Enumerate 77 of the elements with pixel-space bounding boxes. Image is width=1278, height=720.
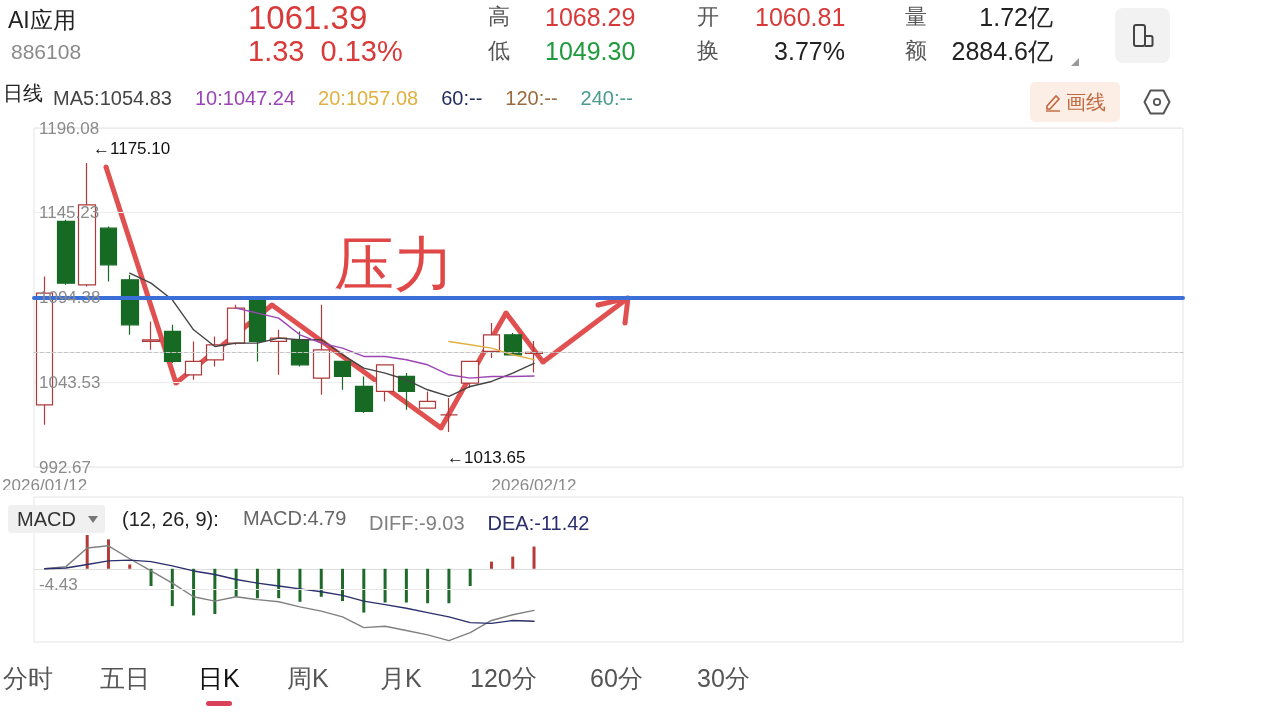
- indicator-dropdown: MACD: [8, 505, 105, 533]
- ref-line-label: 压力: [334, 230, 454, 298]
- text: 月K: [380, 662, 422, 694]
- candlestick: [460, 360, 480, 389]
- text: 额: [905, 37, 927, 65]
- bar: [447, 568, 451, 604]
- text: DIFF:-9.03: [369, 512, 465, 534]
- text: 20:1057.08: [318, 87, 419, 109]
- text: 量: [905, 3, 927, 31]
- bar: [404, 568, 408, 603]
- y-tick-label: 992.67: [39, 457, 91, 477]
- chart-subtitle: (12, 26, 9):: [122, 506, 219, 532]
- text: 分时: [3, 662, 53, 694]
- bar: [468, 568, 472, 587]
- text: DEA:-11.42: [487, 512, 590, 534]
- text: 1068.29: [545, 1, 636, 33]
- text: 高: [488, 3, 510, 31]
- text: 1060.81: [755, 1, 846, 33]
- bar: [426, 568, 430, 604]
- candlestick: [120, 274, 140, 336]
- legend-label: 60:--: [441, 87, 483, 109]
- text: 1.72亿: [979, 1, 1053, 33]
- text: 1049.30: [545, 35, 636, 67]
- candlestick: [312, 304, 331, 396]
- chart-subtitle: 886108: [11, 39, 82, 65]
- chart-title: AI应用: [8, 5, 76, 35]
- text: 画线: [1066, 89, 1106, 115]
- candlestick: [290, 330, 310, 368]
- bar: [213, 568, 217, 615]
- legend-label: 120:--: [505, 87, 558, 109]
- bar: [341, 568, 345, 602]
- text: 10:1047.24: [194, 87, 296, 109]
- bar: [511, 556, 515, 569]
- candlestick: [333, 360, 352, 391]
- text: 周K: [287, 662, 329, 694]
- text: 60分: [590, 662, 643, 694]
- candlestick: [418, 390, 437, 409]
- candlestick: [354, 375, 374, 414]
- candlestick: [503, 332, 523, 356]
- line-series: [235, 307, 535, 379]
- bar: [128, 564, 132, 569]
- line-series: [448, 340, 535, 361]
- candlestick: [163, 324, 182, 364]
- text: 开: [697, 3, 719, 31]
- text: MA5:1054.83: [53, 87, 172, 109]
- candlestick: [375, 364, 395, 403]
- bar: [383, 568, 387, 603]
- text: 30分: [697, 662, 750, 694]
- bar: [319, 568, 323, 597]
- text: 3.77%: [774, 35, 845, 67]
- candlestick: [99, 225, 118, 283]
- chart-title: MACD: [17, 507, 76, 531]
- bar: [298, 568, 302, 602]
- bar: [85, 535, 89, 569]
- bar: [170, 568, 174, 607]
- text: 五日: [100, 662, 150, 694]
- candlestick: [56, 219, 76, 286]
- text: MACD:4.79: [243, 505, 347, 531]
- bar: [532, 546, 536, 569]
- candlestick: [141, 320, 161, 351]
- text: 2884.6亿: [951, 35, 1053, 67]
- legend-label: 240:--: [580, 87, 633, 109]
- y-tick-label: 1196.08: [39, 118, 100, 138]
- text: 换: [697, 37, 719, 65]
- text: 低: [488, 37, 510, 65]
- candlestick: [184, 340, 203, 381]
- annotation: ←1013.65: [447, 446, 526, 468]
- annotation: ←1175.10: [93, 137, 171, 159]
- candlestick: [397, 372, 416, 411]
- bar: [489, 561, 493, 569]
- candlestick: [226, 304, 246, 346]
- text: 日K: [198, 662, 240, 694]
- bar: [362, 568, 366, 613]
- candlestick: [482, 322, 501, 359]
- text: 120分: [470, 662, 537, 694]
- annotation: -4.43: [39, 573, 78, 595]
- legend-title: 日线: [3, 82, 43, 104]
